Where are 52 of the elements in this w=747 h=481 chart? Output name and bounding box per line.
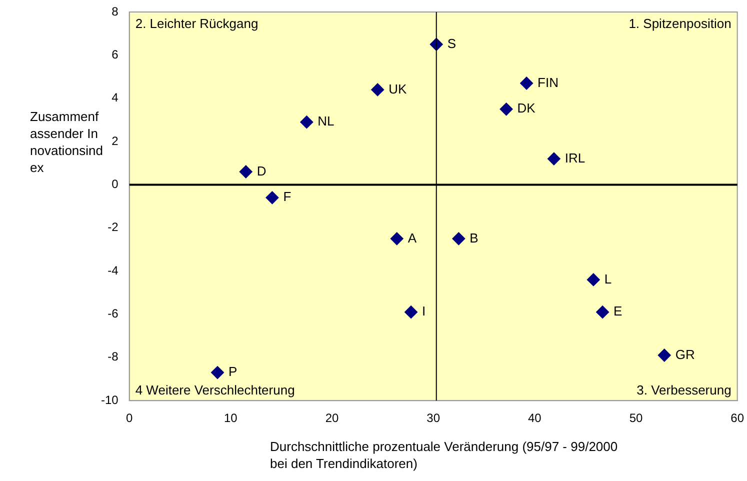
- annotation: 2. Leichter Rückgang: [135, 16, 258, 32]
- y-tick-label: -10: [101, 392, 119, 407]
- point: [300, 116, 314, 129]
- series-label: D: [256, 163, 266, 178]
- y-tick-label: -4: [108, 263, 119, 278]
- annotation: 1. Spitzenposition: [628, 16, 732, 32]
- point: [586, 273, 600, 286]
- point: [371, 83, 384, 96]
- annotation: 3. Verbesserung: [636, 382, 732, 398]
- point: [266, 191, 279, 204]
- series-label: GR: [675, 346, 695, 362]
- series-label: B: [470, 230, 478, 246]
- x-tick-label: 30: [426, 411, 440, 426]
- x-axis-title: Durchschnittliche prozentuale Veränderung (95/97 - 99/2000 bei den Trendindikatoren): [270, 438, 619, 472]
- series-label: P: [228, 364, 238, 380]
- y-tick-label: 0: [112, 177, 119, 192]
- y-tick-label: -8: [108, 350, 119, 364]
- series-label: E: [614, 304, 623, 319]
- series-label: L: [604, 271, 612, 286]
- x-tick-label: 50: [629, 411, 643, 426]
- x-tick-label: 20: [325, 411, 339, 426]
- series-label: I: [422, 304, 426, 319]
- series-label: A: [408, 230, 417, 246]
- y-tick-label: -2: [108, 220, 119, 234]
- point: [211, 366, 224, 380]
- point: [500, 102, 513, 116]
- x-tick-label: 60: [730, 411, 744, 426]
- series-label: S: [447, 36, 456, 51]
- point: [239, 165, 252, 178]
- point: [658, 348, 671, 362]
- x-tick-label: 40: [528, 411, 542, 426]
- y-tick-label: 8: [112, 4, 119, 18]
- point: [404, 306, 418, 319]
- x-tick-label: 10: [224, 411, 238, 426]
- y-axis-title: Zusammenfassender Innovationsindex: [30, 108, 104, 176]
- point: [520, 76, 534, 90]
- annotation: 4 Weitere Verschlechterung: [135, 382, 295, 398]
- point: [596, 306, 610, 319]
- y-tick-label: -6: [108, 306, 119, 321]
- y-tick-label: 4: [112, 90, 119, 105]
- series-label: DK: [517, 100, 536, 116]
- point: [547, 152, 560, 166]
- point: [390, 232, 404, 246]
- series-label: NL: [318, 114, 334, 129]
- x-tick-label: 0: [126, 411, 133, 426]
- series-label: UK: [388, 81, 407, 96]
- series-label: F: [283, 189, 292, 204]
- y-tick-label: 2: [112, 134, 119, 148]
- y-tick-label: 6: [112, 47, 119, 62]
- point: [452, 232, 466, 246]
- series-label: IRL: [564, 150, 586, 166]
- series-label: FIN: [538, 74, 559, 90]
